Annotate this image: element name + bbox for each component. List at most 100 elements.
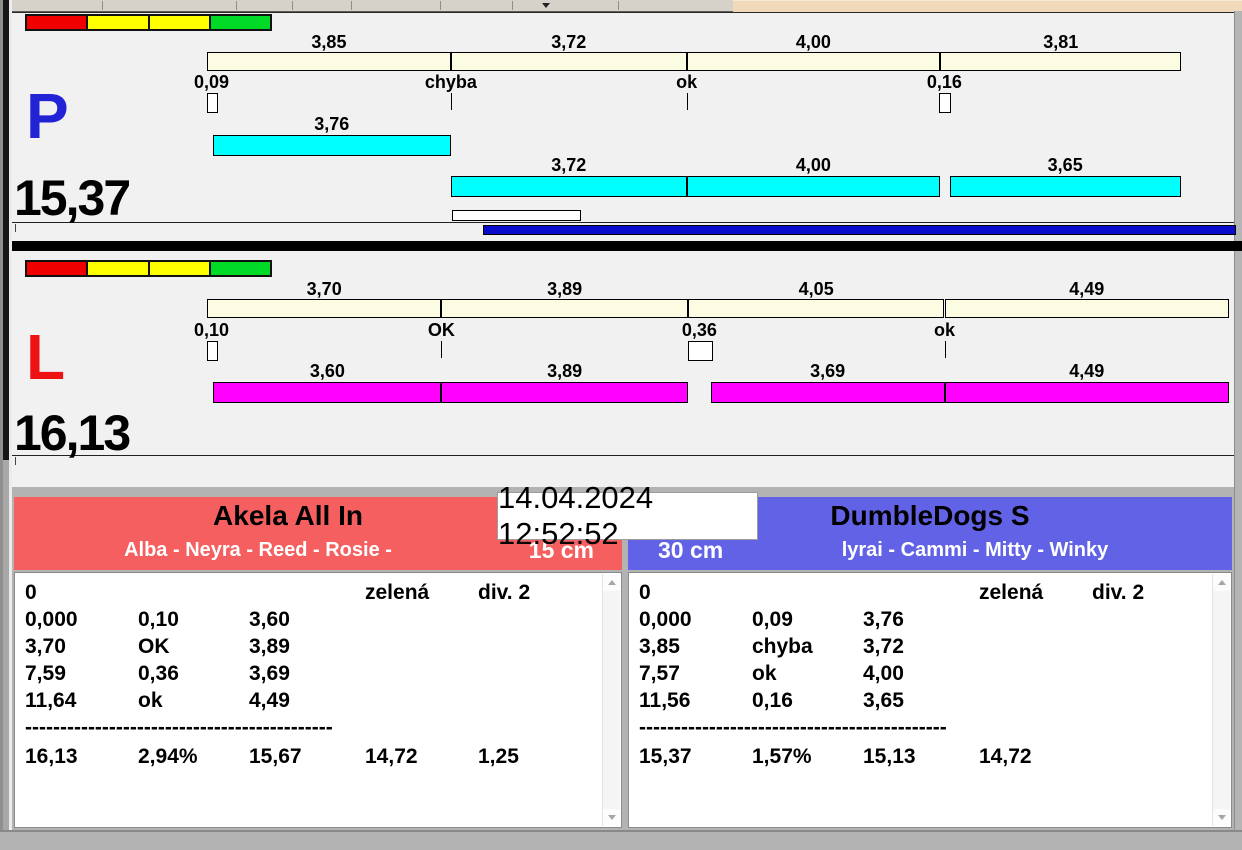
- titlebar-divider: [512, 1, 513, 10]
- timing-lane-l: L 16,13 3,70 3,89 4,05 4,49 0,10 OK 0,36 ok 3,…: [0, 251, 1242, 487]
- run-time-label: 3,76: [314, 114, 350, 134]
- table-cell: 0,000: [639, 608, 692, 631]
- scroll-down-button[interactable]: [603, 809, 620, 826]
- start-delay-box: [207, 341, 218, 361]
- table-cell: chyba: [752, 635, 813, 658]
- table-cell: [752, 579, 863, 606]
- changeover-tick: [686, 93, 688, 110]
- table-cell: [478, 687, 597, 714]
- table-cell: 1,57%: [752, 745, 812, 768]
- background-window-edge: [3, 460, 9, 850]
- table-row: 0 zelená div. 2: [639, 579, 1207, 606]
- separator-dashes: ----------------------------------------…: [25, 716, 333, 739]
- window-border-left: [9, 0, 12, 850]
- scrollbar[interactable]: [1212, 574, 1230, 826]
- marker-label: 0,10: [193, 320, 230, 340]
- traffic-light-cell: [86, 262, 148, 275]
- plan-segment: [686, 52, 941, 71]
- table-cell: zelená: [979, 581, 1044, 604]
- run-segment: [710, 382, 945, 403]
- scroll-down-button[interactable]: [1213, 809, 1230, 826]
- table-row: 3,70 OK 3,89: [25, 633, 597, 660]
- plan-segment: [207, 52, 451, 71]
- table-cell: 15,13: [863, 745, 916, 768]
- team-name: DumbleDogs S: [830, 500, 1030, 531]
- marker-label: OK: [427, 320, 455, 340]
- table-row: 15,37 1,57% 15,13 14,72: [639, 743, 1207, 770]
- window-titlebar-sliver: [12, 0, 1242, 12]
- table-row: 3,85 chyba 3,72: [639, 633, 1207, 660]
- table-cell: ok: [138, 689, 163, 712]
- results-table: 0 zelená div. 2 0,000 0,10 3,60 3,70 OK 3,89 7,59…: [25, 579, 597, 825]
- run-time-label: 4,00: [795, 155, 831, 175]
- plan-segment: [944, 299, 1229, 318]
- run-segment: [949, 176, 1181, 197]
- triangle-down-icon: [1217, 815, 1226, 820]
- marker-label: chyba: [424, 72, 477, 92]
- run-segment: [213, 382, 442, 403]
- titlebar-divider: [236, 1, 237, 10]
- table-cell: 16,13: [25, 745, 78, 768]
- table-cell: 14,72: [979, 745, 1032, 768]
- titlebar-sliver-right: [733, 0, 1242, 12]
- run-time-label: 3,89: [547, 361, 583, 381]
- results-text-area-left[interactable]: 0 zelená div. 2 0,000 0,10 3,60 3,70 OK 3,89 7,59…: [14, 572, 622, 828]
- run-segment: [212, 135, 451, 156]
- lane-total-time: 15,37: [14, 170, 131, 226]
- marker-label: 0,09: [193, 72, 230, 92]
- table-cell: 0,16: [752, 689, 793, 712]
- changeover-markers: [0, 93, 1242, 115]
- jump-height-label: 30 cm: [658, 537, 724, 563]
- plan-time-label: 4,00: [795, 32, 831, 52]
- table-cell: 3,85: [639, 635, 680, 658]
- traffic-light-cell: [147, 16, 209, 29]
- table-cell: [138, 579, 249, 606]
- plan-segment: [940, 52, 1182, 71]
- table-row: 0,000 0,10 3,60: [25, 606, 597, 633]
- lane-l-tick-notch: [15, 457, 16, 465]
- table-cell: [478, 633, 597, 660]
- traffic-light-cell: [27, 16, 87, 29]
- marker-label: 0,36: [681, 320, 717, 340]
- team-dog-list: lyrai - Cammi - Mitty - Winky: [841, 539, 1109, 561]
- table-cell: 4,49: [249, 689, 290, 712]
- titlebar-divider: [440, 1, 441, 10]
- table-cell: 3,60: [249, 608, 290, 631]
- table-cell: [863, 579, 979, 606]
- scrollbar[interactable]: [602, 574, 620, 826]
- marker-label: 0,16: [926, 72, 962, 92]
- table-cell: 7,59: [25, 662, 66, 685]
- plan-split-bar: [0, 299, 1242, 321]
- scroll-up-button[interactable]: [1213, 574, 1230, 591]
- plan-time-label: 4,49: [1069, 279, 1105, 299]
- table-cell: 11,64: [25, 689, 77, 712]
- titlebar-divider: [292, 1, 293, 10]
- run-segment: [944, 382, 1229, 403]
- table-cell: [365, 633, 478, 660]
- scroll-up-button[interactable]: [603, 574, 620, 591]
- results-text-area-right[interactable]: 0 zelená div. 2 0,000 0,09 3,76 3,85 chyba 3,72 7…: [628, 572, 1232, 828]
- table-cell: 3,72: [863, 635, 904, 658]
- plan-split-bar: [0, 52, 1242, 74]
- jump-height-label: 15 cm: [528, 537, 594, 563]
- table-row: 16,13 2,94% 15,67 14,72 1,25: [25, 743, 597, 770]
- titlebar-divider: [618, 1, 619, 10]
- table-cell: [249, 579, 365, 606]
- table-cell: div. 2: [1092, 581, 1145, 604]
- traffic-light-cell: [27, 262, 87, 275]
- titlebar-divider: [351, 1, 352, 10]
- table-cell: OK: [138, 635, 170, 658]
- traffic-light-cell: [147, 262, 209, 275]
- plan-segment: [450, 52, 687, 71]
- lane-l-bottom-rule: [12, 455, 1234, 456]
- table-cell: 0,000: [25, 608, 78, 631]
- plan-time-label: 3,85: [311, 32, 347, 52]
- plan-segment: [687, 299, 945, 318]
- table-cell: [1092, 743, 1207, 770]
- separator-dashes: ----------------------------------------…: [639, 716, 947, 739]
- table-cell: 7,57: [639, 662, 680, 685]
- plan-time-label: 4,05: [798, 279, 834, 299]
- changeover-tick: [944, 341, 946, 358]
- start-delay-box: [687, 341, 713, 361]
- table-cell: [365, 660, 478, 687]
